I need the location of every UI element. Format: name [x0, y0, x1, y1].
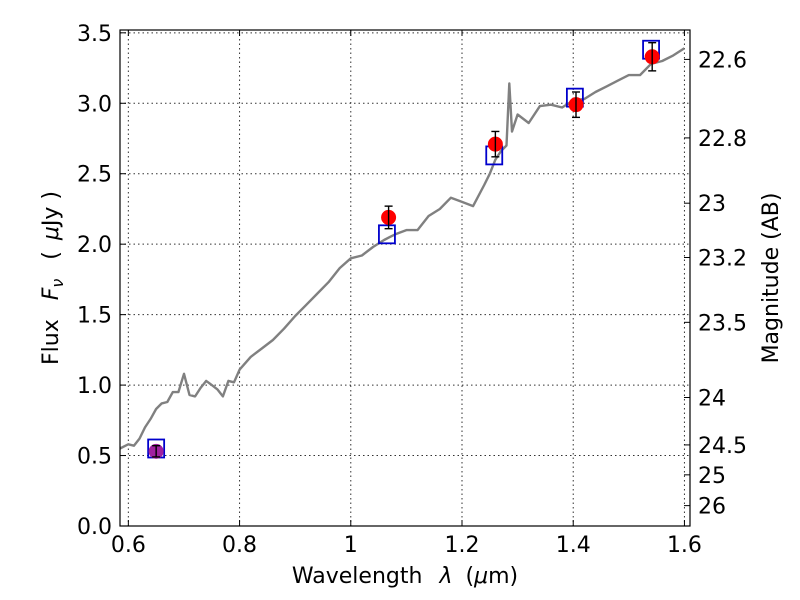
x-tick-label: 0.8: [222, 533, 257, 558]
y-tick-label: 1.5: [77, 304, 112, 329]
mag-tick-label: 25: [698, 464, 726, 489]
y-axis-label-subscript: ν: [48, 279, 67, 288]
y-tick-label: 2.0: [77, 233, 112, 258]
mag-tick-label: 22.6: [698, 48, 747, 73]
x-tick-label: 1.2: [445, 533, 480, 558]
right-axis-label: Magnitude (AB): [759, 193, 784, 364]
x-tick-label: 1.6: [667, 533, 702, 558]
model-square-marker: [378, 224, 396, 245]
y-axis-label-symbol: F: [39, 287, 64, 300]
y-tick-label: 0.0: [77, 515, 112, 540]
mag-tick-label: 26: [698, 495, 726, 520]
x-axis-label-mu: μ: [473, 564, 488, 589]
y-axis-label-unit: Jy ): [39, 191, 64, 228]
x-axis-label-unit: m): [488, 564, 518, 589]
spectrum: [119, 47, 686, 450]
x-tick-label: 1: [344, 533, 358, 558]
y-axis-label-mu: μ: [39, 226, 64, 241]
y-tick-label: 0.5: [77, 445, 112, 470]
x-axis-label-symbol: λ: [438, 564, 452, 589]
mag-tick-label: 23: [698, 192, 726, 217]
plot-frame: [119, 29, 691, 527]
x-axis-label-open: (: [465, 564, 474, 589]
x-axis-label-text: Wavelength: [292, 564, 423, 589]
x-tick-label: 1.4: [556, 533, 591, 558]
y-axis-label: Flux Fν ( μJy ): [39, 191, 69, 365]
y-tick-label: 1.0: [77, 374, 112, 399]
mag-tick-label: 24.5: [698, 434, 747, 459]
mag-tick-label: 23.2: [698, 247, 747, 272]
photometry-markers: [147, 39, 660, 459]
grid: [120, 30, 690, 527]
x-tick-label: 0.6: [111, 533, 146, 558]
y-tick-label: 3.0: [77, 92, 112, 117]
y-axis-label-open: (: [39, 251, 64, 260]
axis-ticks: 0.6 0.8 1 1.2 1.4 1.6 0.0 0.5 1.0 1.5 2.0 2.5 3.0 3.5…: [77, 22, 747, 558]
x-axis-label: Wavelength λ (μm): [292, 564, 518, 589]
y-tick-label: 2.5: [77, 163, 112, 188]
mag-tick-label: 24: [698, 386, 726, 411]
mag-tick-label: 23.5: [698, 311, 747, 336]
y-tick-label: 3.5: [77, 22, 112, 47]
spectrum-line: [119, 47, 686, 450]
y-axis-label-text: Flux: [39, 319, 64, 365]
mag-tick-label: 22.8: [698, 127, 747, 152]
